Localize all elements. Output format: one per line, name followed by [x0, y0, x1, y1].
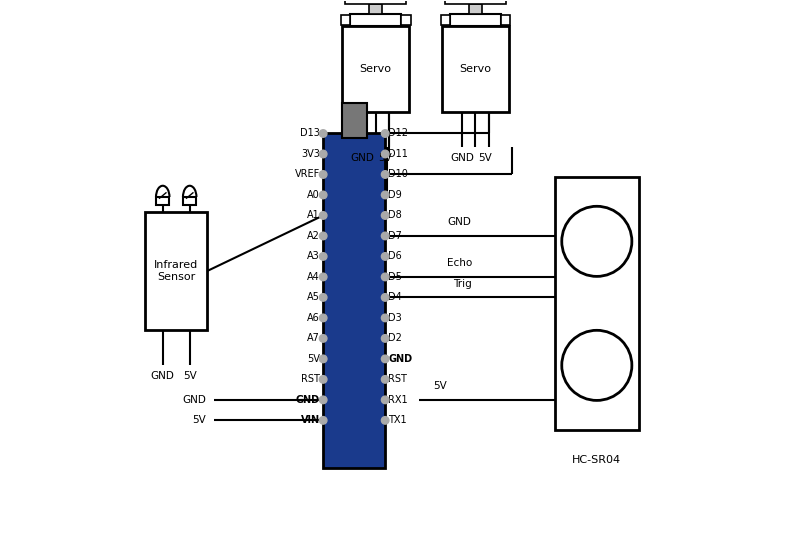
Circle shape — [319, 212, 327, 219]
Circle shape — [382, 191, 389, 199]
Text: GND: GND — [389, 354, 413, 364]
Bar — [469, 4, 482, 14]
Circle shape — [382, 396, 389, 404]
Text: A7: A7 — [307, 333, 320, 344]
Circle shape — [382, 150, 389, 158]
Text: Ultrasonic
Sensor: Ultrasonic Sensor — [569, 230, 625, 252]
Text: Servo: Servo — [459, 64, 491, 74]
Text: HC-SR04: HC-SR04 — [572, 455, 622, 464]
Text: 5V: 5V — [478, 153, 492, 163]
Circle shape — [562, 330, 632, 401]
Text: Servo: Servo — [360, 64, 392, 74]
Text: 5V: 5V — [378, 153, 392, 163]
Circle shape — [319, 396, 327, 404]
Circle shape — [382, 273, 389, 281]
Text: RST: RST — [389, 375, 407, 384]
Text: D11: D11 — [389, 149, 408, 159]
Text: VREF: VREF — [294, 170, 320, 179]
Text: D4: D4 — [389, 293, 402, 302]
Bar — [441, 15, 450, 24]
Circle shape — [319, 273, 327, 281]
Text: A6: A6 — [307, 313, 320, 323]
Circle shape — [382, 212, 389, 219]
Text: D12: D12 — [389, 128, 409, 139]
Circle shape — [382, 294, 389, 301]
Circle shape — [319, 253, 327, 260]
Circle shape — [319, 314, 327, 322]
Text: GND: GND — [447, 217, 471, 228]
Circle shape — [382, 334, 389, 342]
Text: 3V3: 3V3 — [301, 149, 320, 159]
Circle shape — [562, 207, 632, 276]
Text: D10: D10 — [389, 170, 408, 179]
Text: GND: GND — [296, 395, 320, 405]
Bar — [501, 15, 510, 24]
Circle shape — [319, 130, 327, 137]
Bar — [450, 14, 501, 25]
Text: TX1: TX1 — [389, 415, 407, 425]
Text: Trig: Trig — [453, 279, 471, 289]
Bar — [346, 0, 406, 4]
Bar — [323, 133, 385, 468]
Text: D9: D9 — [389, 190, 402, 200]
Text: D6: D6 — [389, 251, 402, 261]
Circle shape — [382, 417, 389, 424]
Circle shape — [382, 314, 389, 322]
Bar — [442, 25, 509, 112]
Text: Echo: Echo — [446, 259, 472, 268]
Text: 5V: 5V — [192, 415, 206, 425]
Text: D13: D13 — [300, 128, 320, 139]
Text: Infrared
Sensor: Infrared Sensor — [154, 260, 198, 282]
Text: A4: A4 — [307, 272, 320, 282]
Text: VIN: VIN — [301, 415, 320, 425]
Circle shape — [319, 171, 327, 178]
Circle shape — [319, 376, 327, 383]
Text: GND: GND — [182, 395, 206, 405]
Circle shape — [382, 253, 389, 260]
Text: A3: A3 — [307, 251, 320, 261]
Text: D2: D2 — [389, 333, 402, 344]
Bar — [350, 14, 401, 25]
Text: RST: RST — [301, 375, 320, 384]
Bar — [401, 15, 410, 24]
Circle shape — [319, 150, 327, 158]
Bar — [156, 197, 170, 205]
Circle shape — [382, 355, 389, 363]
Circle shape — [319, 355, 327, 363]
Text: A5: A5 — [307, 293, 320, 302]
Text: A1: A1 — [307, 210, 320, 221]
Bar — [183, 197, 197, 205]
Text: 5V: 5V — [307, 354, 320, 364]
Circle shape — [382, 171, 389, 178]
Circle shape — [319, 417, 327, 424]
Text: A2: A2 — [307, 231, 320, 241]
Bar — [342, 103, 366, 138]
Circle shape — [319, 334, 327, 342]
Text: D7: D7 — [389, 231, 402, 241]
Bar — [342, 25, 410, 112]
Text: A0: A0 — [307, 190, 320, 200]
Circle shape — [319, 232, 327, 240]
Bar — [369, 4, 382, 14]
Bar — [146, 212, 207, 330]
Circle shape — [382, 130, 389, 137]
Text: GND: GND — [350, 153, 374, 163]
Text: D3: D3 — [389, 313, 402, 323]
Circle shape — [382, 232, 389, 240]
Text: RX1: RX1 — [389, 395, 408, 405]
Circle shape — [382, 376, 389, 383]
Text: GND: GND — [450, 153, 474, 163]
Circle shape — [319, 294, 327, 301]
Text: GND: GND — [151, 371, 174, 381]
Text: 5V: 5V — [434, 382, 447, 391]
Bar — [341, 15, 350, 24]
Circle shape — [319, 191, 327, 199]
Bar — [555, 177, 638, 430]
Text: 5V: 5V — [183, 371, 197, 381]
Text: D8: D8 — [389, 210, 402, 221]
Bar — [445, 0, 506, 4]
Text: D5: D5 — [389, 272, 402, 282]
